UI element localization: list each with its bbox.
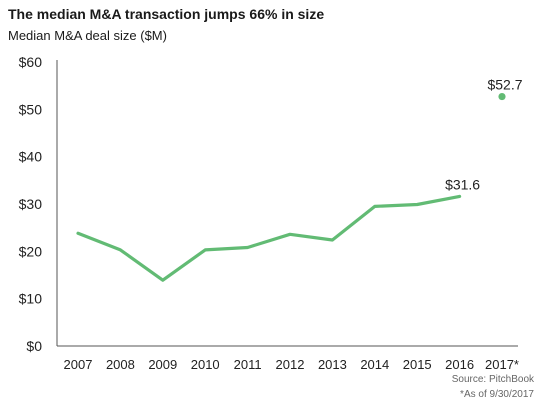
x-tick-label: 2010 xyxy=(191,357,220,372)
x-tick-label: 2014 xyxy=(360,357,389,372)
x-tick-label: 2009 xyxy=(148,357,177,372)
data-label: $31.6 xyxy=(445,176,480,192)
y-tick-label: $30 xyxy=(19,196,43,212)
x-tick-label: 2015 xyxy=(403,357,432,372)
chart-title: The median M&A transaction jumps 66% in … xyxy=(8,6,325,22)
y-tick-label: $10 xyxy=(19,291,43,307)
y-tick-label: $50 xyxy=(19,101,43,117)
highlight-point xyxy=(498,92,506,101)
series-line xyxy=(76,194,462,282)
x-tick-label: 2013 xyxy=(318,357,347,372)
y-tick-label: $60 xyxy=(19,54,43,70)
chart-subtitle: Median M&A deal size ($M) xyxy=(8,28,167,43)
y-tick-label: $20 xyxy=(19,243,43,259)
source-note: Source: PitchBook xyxy=(451,374,534,385)
y-tick-label: $40 xyxy=(19,149,43,165)
as-of-note: *As of 9/30/2017 xyxy=(460,389,534,400)
x-tick-label: 2008 xyxy=(106,357,135,372)
x-tick-label: 2012 xyxy=(276,357,305,372)
x-tick-label: 2007 xyxy=(64,357,93,372)
x-tick-label: 2016 xyxy=(445,357,474,372)
x-tick-label: 2017* xyxy=(485,357,519,372)
x-tick-label: 2011 xyxy=(234,357,262,372)
y-tick-label: $0 xyxy=(26,338,42,354)
data-label: $52.7 xyxy=(487,77,522,93)
